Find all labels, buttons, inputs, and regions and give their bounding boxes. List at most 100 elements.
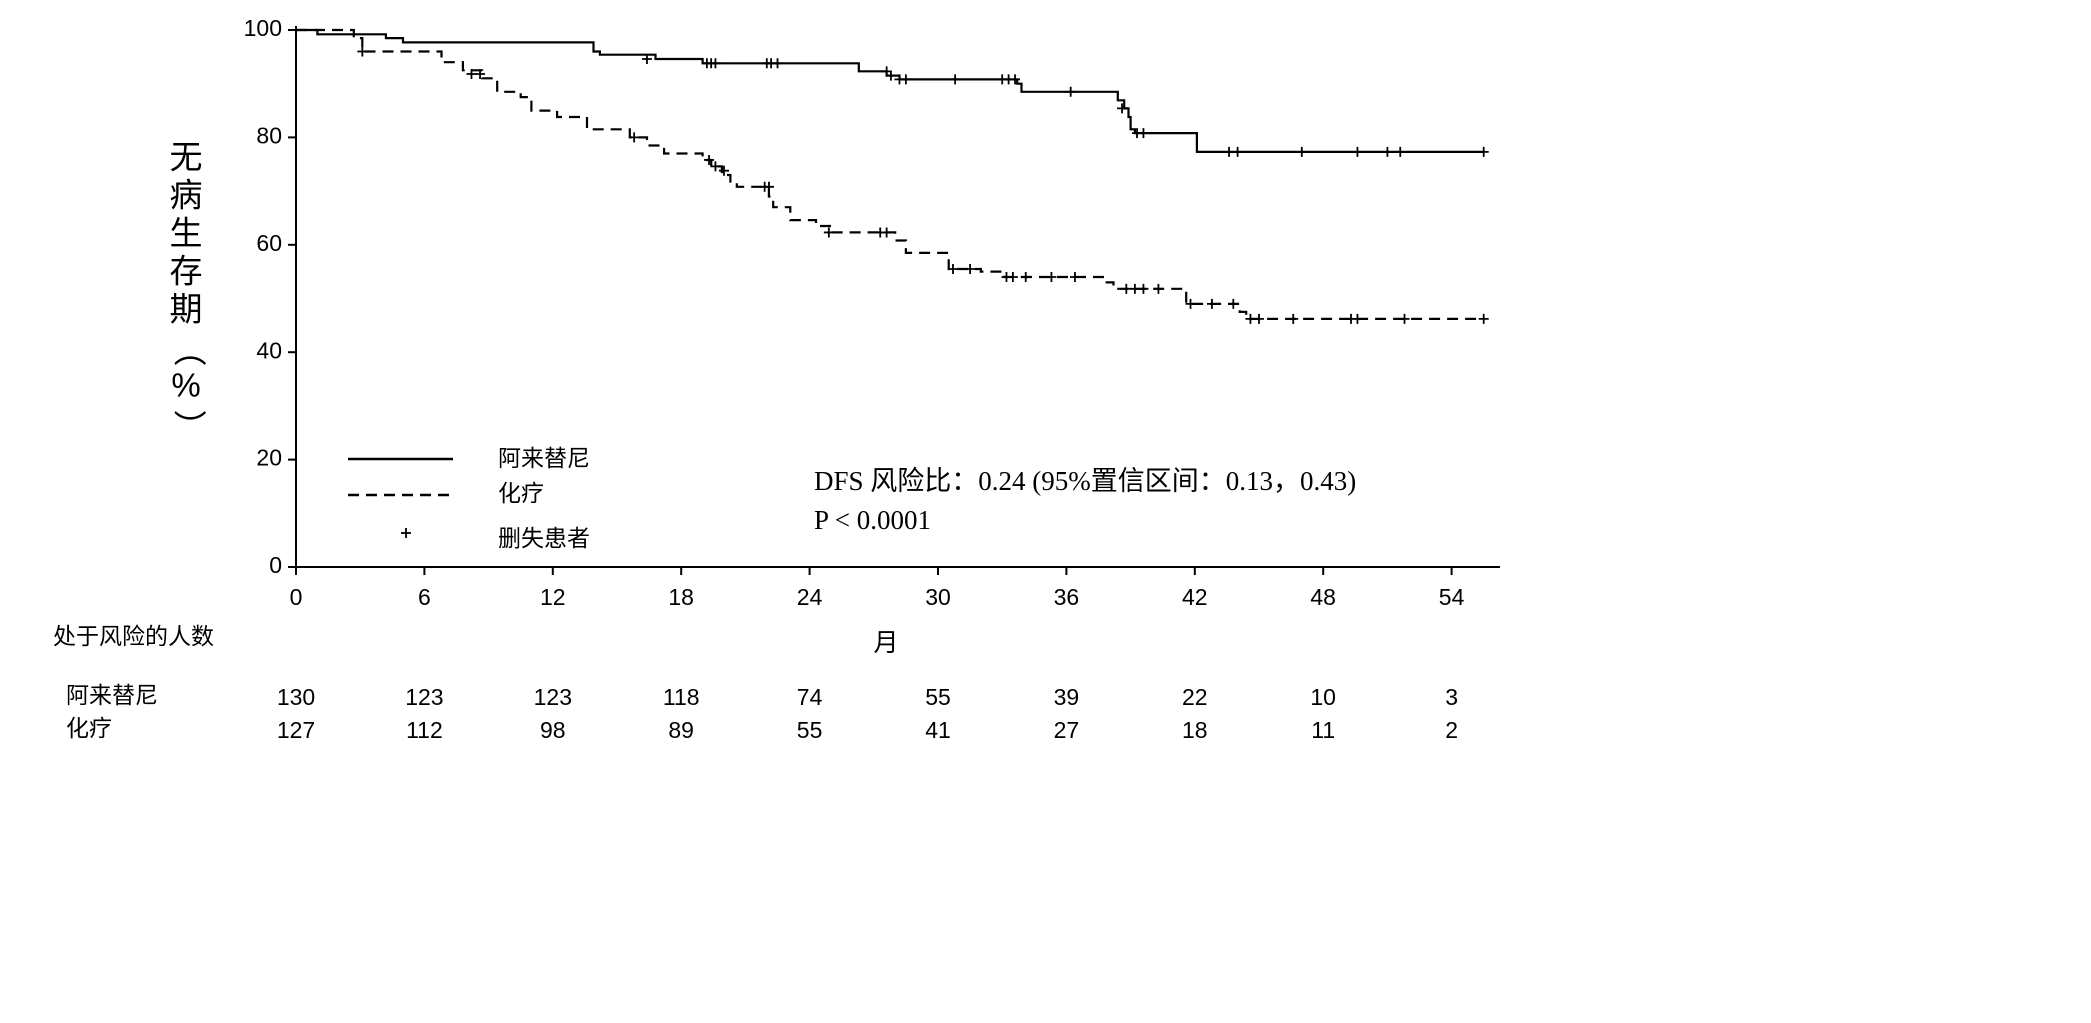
censor-mark — [1153, 283, 1164, 294]
x-tick-label: 48 — [1310, 584, 1336, 610]
censor-mark — [1020, 272, 1031, 283]
censor-mark — [1138, 128, 1149, 139]
censor-mark — [823, 227, 834, 238]
x-tick-label: 0 — [290, 584, 303, 610]
censor-mark — [1296, 146, 1307, 157]
risk-table-title: 处于风险的人数 — [53, 623, 214, 649]
censor-mark — [357, 46, 368, 57]
censor-mark — [1352, 313, 1363, 324]
censor-mark — [763, 181, 774, 192]
y-tick-label: 40 — [256, 337, 282, 363]
censor-mark — [900, 74, 911, 85]
censor-mark — [641, 53, 652, 64]
risk-row-value: 112 — [406, 717, 443, 743]
censor-mark — [1046, 272, 1057, 283]
censor-mark — [1352, 146, 1363, 157]
series-layer — [296, 28, 1489, 324]
y-tick-label: 0 — [269, 552, 282, 578]
risk-row-value: 55 — [797, 717, 823, 743]
censor-mark — [1206, 298, 1217, 309]
risk-row-value: 127 — [277, 717, 315, 743]
censor-mark — [1065, 86, 1076, 97]
legend-label-alectinib: 阿来替尼 — [498, 445, 590, 471]
censor-mark — [1232, 146, 1243, 157]
legend-label-chemotherapy: 化疗 — [498, 480, 544, 506]
risk-row-value: 130 — [277, 684, 315, 710]
y-tick-label: 20 — [256, 445, 282, 471]
risk-row-value: 18 — [1182, 717, 1208, 743]
censor-mark — [950, 74, 961, 85]
censor-mark — [1228, 298, 1239, 309]
censor-mark — [1138, 283, 1149, 294]
censor-mark — [1117, 103, 1128, 114]
x-tick-label: 42 — [1182, 584, 1208, 610]
censor-mark — [1129, 283, 1140, 294]
censor-mark — [710, 58, 721, 69]
censor-mark — [947, 263, 958, 274]
censor-mark — [1121, 283, 1132, 294]
risk-table: 阿来替尼 130 123 123 118 74 55 39 22 10 3化疗 127 112 98 89 5… — [66, 682, 1458, 743]
y-tick-label: 80 — [256, 122, 282, 148]
risk-row-value: 39 — [1054, 684, 1080, 710]
censor-mark — [629, 132, 640, 143]
y-axis-label-char: 生 — [170, 215, 203, 252]
y-axis-label-char: % — [171, 367, 200, 404]
risk-row-value: 98 — [540, 717, 566, 743]
y-tick-label: 60 — [256, 230, 282, 256]
x-tick-label: 12 — [540, 584, 566, 610]
censor-mark — [1254, 313, 1264, 324]
risk-row-value: 55 — [925, 684, 951, 710]
series-line-alectinib — [296, 28, 1484, 153]
y-ticks: 0 20 40 60 80 100 — [244, 15, 296, 578]
censor-mark — [704, 154, 715, 165]
risk-row-value: 27 — [1054, 717, 1080, 743]
censor-mark — [1382, 146, 1393, 157]
risk-row-value: 41 — [925, 717, 951, 743]
censor-mark — [885, 70, 896, 81]
risk-row-value: 118 — [663, 684, 700, 710]
series-line-chemotherapy — [296, 28, 1484, 320]
censor-mark — [466, 69, 477, 80]
censor-mark — [1245, 313, 1256, 324]
axes — [295, 26, 1500, 568]
x-tick-label: 24 — [797, 584, 823, 610]
risk-row-value: 89 — [668, 717, 694, 743]
y-tick-label: 100 — [244, 15, 282, 41]
hazard-ratio-annotation: DFS 风险比：0.24 (95%置信区间：0.13，0.43) — [814, 466, 1356, 496]
x-tick-label: 18 — [668, 584, 694, 610]
y-axis-label-char: 病 — [170, 177, 203, 214]
censor-mark — [710, 161, 721, 172]
risk-row-value: 11 — [1311, 717, 1335, 743]
risk-row-value: 123 — [405, 684, 443, 710]
y-axis-label-char: （ — [170, 334, 207, 367]
y-axis-label-char: 存 — [170, 253, 203, 290]
censor-mark — [1007, 272, 1018, 283]
y-axis-label-char: 无 — [170, 139, 203, 176]
censor-mark — [1069, 272, 1080, 283]
legend-censor-mark — [401, 528, 411, 538]
censor-mark — [719, 165, 729, 176]
risk-row-label: 阿来替尼 — [66, 682, 158, 708]
censor-mark — [881, 66, 892, 77]
risk-row-value: 22 — [1182, 684, 1208, 710]
risk-row-value: 3 — [1445, 684, 1458, 710]
risk-row-value: 123 — [534, 684, 572, 710]
censor-mark — [1224, 146, 1235, 157]
censor-mark — [881, 227, 892, 238]
y-axis-label-char: 期 — [170, 291, 203, 328]
censor-mark — [475, 69, 486, 80]
legend-label-censored: 删失患者 — [498, 525, 590, 551]
x-tick-label: 54 — [1439, 584, 1465, 610]
p-value-annotation: P < 0.0001 — [814, 505, 931, 535]
x-ticks: 0 6 12 18 24 30 36 42 48 54 — [290, 567, 1465, 610]
legend: 阿来替尼 化疗 删失患者 — [348, 445, 590, 551]
censor-mark — [965, 263, 976, 274]
risk-row-value: 74 — [797, 684, 823, 710]
censor-mark — [1288, 313, 1299, 324]
x-tick-label: 6 — [418, 584, 431, 610]
x-tick-label: 36 — [1054, 584, 1080, 610]
censor-mark — [1395, 146, 1406, 157]
censor-mark — [1185, 298, 1196, 309]
